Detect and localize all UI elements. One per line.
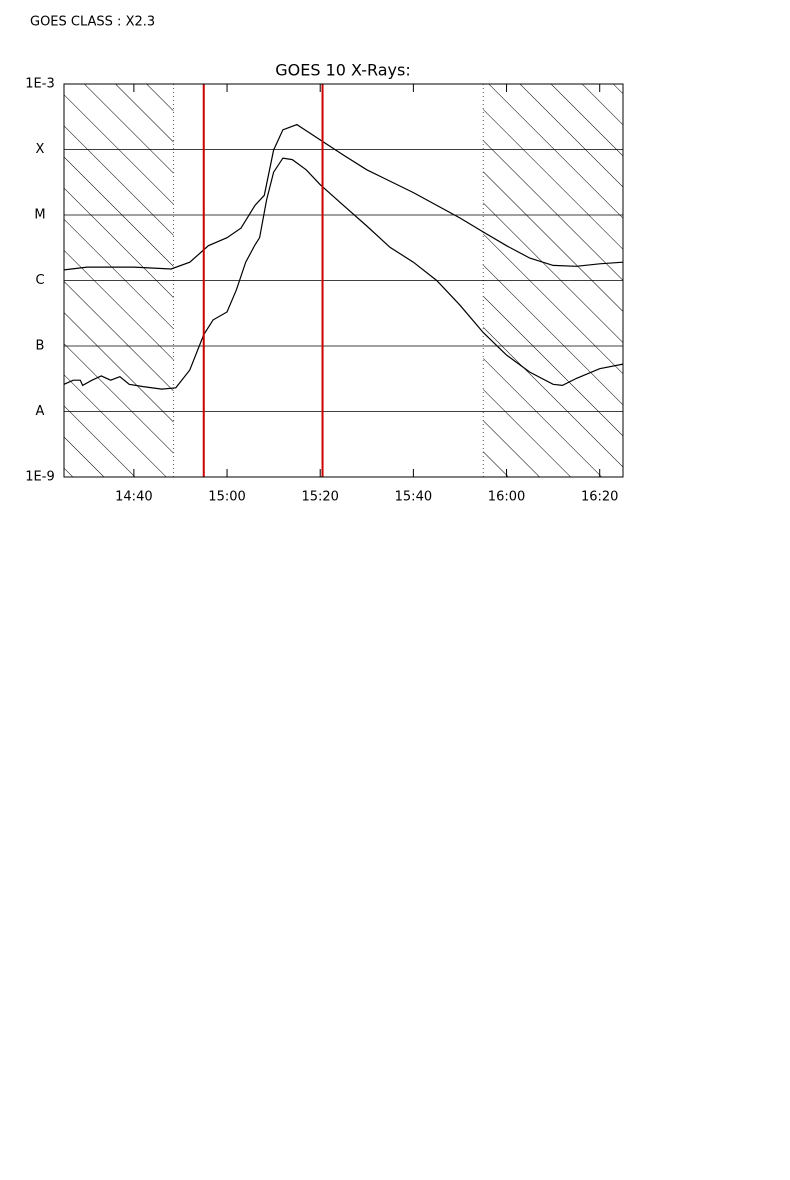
x-tick-label: 16:00 [488,490,525,505]
header: GOES CLASS : X2.3 [30,15,155,30]
chart-title: GOES 10 X-Rays: [275,61,411,80]
y-tick-label: 1E-3 [25,77,54,92]
plot-frame [63,83,624,478]
y-tick-label: 1E-9 [25,470,54,485]
x-tick-label: 16:20 [581,490,618,505]
y-tick-label: B [36,339,45,354]
x-tick-label: 15:00 [208,490,245,505]
flux-line [63,123,624,271]
y-tick-label: M [34,208,45,223]
flux-line [63,157,624,390]
y-tick-label: C [35,273,44,288]
x-tick-label: 15:40 [395,490,432,505]
y-tick-label: X [36,142,45,157]
x-tick-label: 15:20 [301,490,338,505]
x-tick-label: 14:40 [115,490,152,505]
y-tick-label: A [36,404,45,419]
